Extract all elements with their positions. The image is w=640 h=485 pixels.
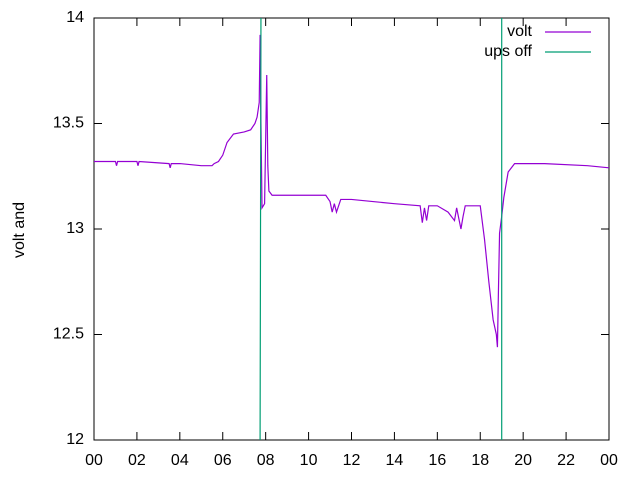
legend-label: volt <box>507 23 532 40</box>
x-tick-label: 08 <box>257 452 275 469</box>
x-tick-label: 16 <box>428 452 446 469</box>
y-axis-label: volt and <box>11 202 28 258</box>
x-tick-label: 04 <box>171 452 189 469</box>
y-tick-label: 12.5 <box>53 326 84 343</box>
x-tick-label: 14 <box>386 452 404 469</box>
x-tick-label: 22 <box>557 452 575 469</box>
plot-frame <box>93 17 610 441</box>
x-tick-label: 20 <box>514 452 532 469</box>
x-tick-label: 18 <box>471 452 489 469</box>
y-tick-label: 13 <box>66 220 84 237</box>
legend-label: ups off <box>484 43 532 60</box>
series-line <box>259 17 503 441</box>
x-tick-label: 00 <box>85 452 103 469</box>
y-tick-label: 14 <box>66 9 84 26</box>
x-tick-label: 02 <box>128 452 146 469</box>
x-tick-label: 10 <box>300 452 318 469</box>
x-tick-label: 06 <box>214 452 232 469</box>
y-tick-label: 12 <box>66 431 84 448</box>
series-line <box>94 34 610 348</box>
y-tick-label: 13.5 <box>53 115 84 132</box>
x-tick-label: 00 <box>600 452 618 469</box>
x-tick-label: 12 <box>343 452 361 469</box>
